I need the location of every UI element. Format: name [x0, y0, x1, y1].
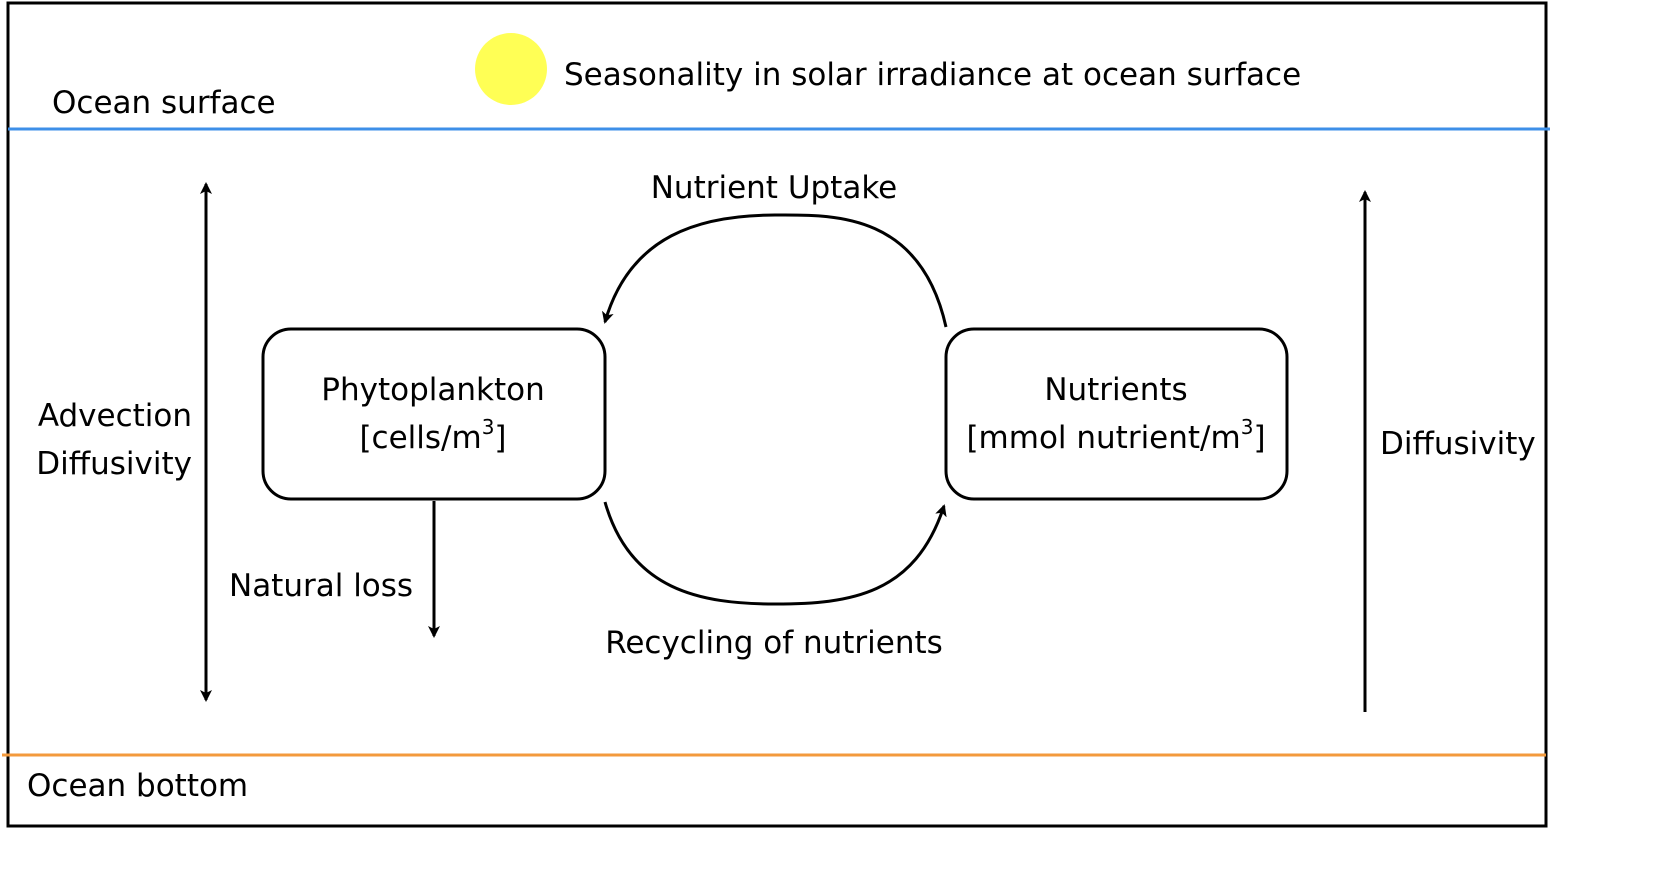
ocean-bottom-label: Ocean bottom	[27, 768, 248, 804]
phytoplankton-unit-exponent: 3	[482, 415, 495, 439]
sun-icon	[475, 33, 547, 105]
phytoplankton-unit-main: [cells/m	[359, 420, 481, 456]
phytoplankton-box	[261, 327, 607, 501]
sun-caption: Seasonality in solar irradiance at ocean…	[564, 57, 1301, 93]
nutrient-uptake-arrow	[602, 213, 948, 328]
nutrients-unit-main: [mmol nutrient/m	[966, 420, 1240, 456]
nutrients-box	[944, 327, 1289, 501]
left-diffusivity-label: Diffusivity	[36, 446, 192, 482]
nutrients-unit-close: ]	[1253, 420, 1265, 456]
nutrient-uptake-label: Nutrient Uptake	[651, 170, 898, 206]
nutrients-unit: [mmol nutrient/m3]	[966, 415, 1265, 456]
nutrients-title: Nutrients	[1044, 372, 1187, 408]
advection-label: Advection	[38, 398, 192, 434]
recycling-label: Recycling of nutrients	[605, 625, 943, 661]
phytoplankton-unit: [cells/m3]	[359, 415, 506, 456]
natural-loss-label: Natural loss	[229, 568, 413, 604]
diagram-frame	[6, 1, 1548, 828]
phytoplankton-title: Phytoplankton	[321, 372, 544, 408]
recycling-arrow	[603, 501, 947, 606]
right-diffusivity-label: Diffusivity	[1380, 426, 1536, 462]
nutrients-unit-exponent: 3	[1241, 415, 1254, 439]
phytoplankton-unit-close: ]	[494, 420, 506, 456]
ocean-surface-label: Ocean surface	[52, 85, 276, 121]
